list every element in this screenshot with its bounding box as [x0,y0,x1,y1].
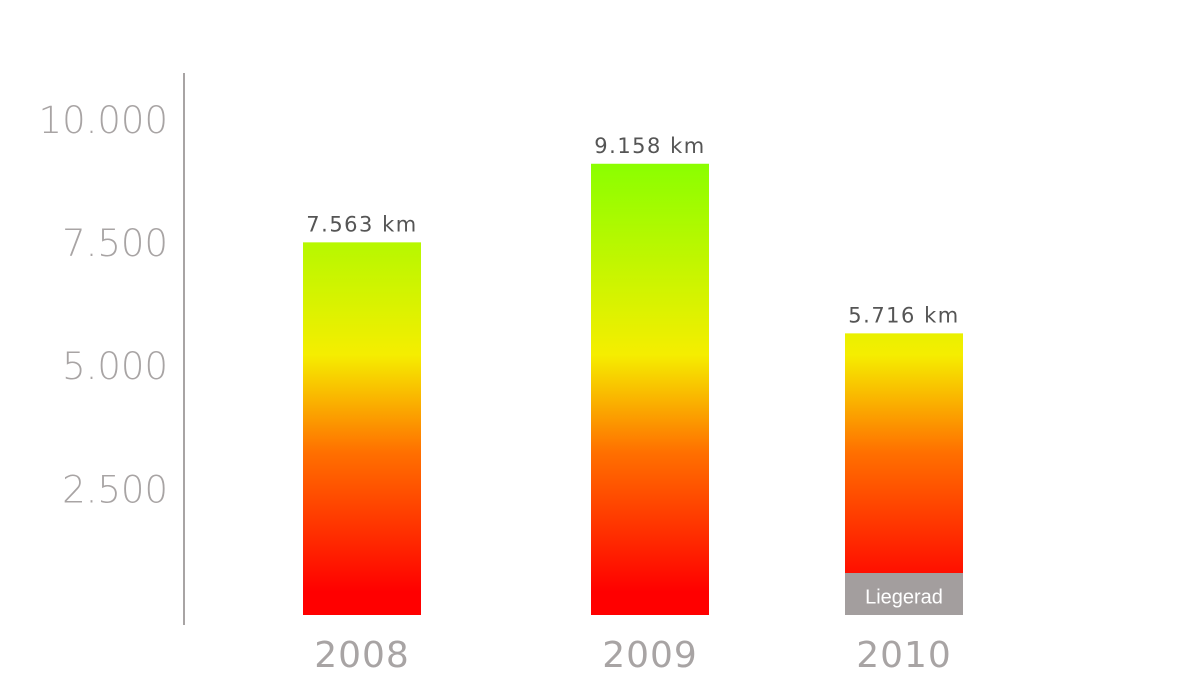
y-tick-label: 2.500 [62,468,168,511]
y-tick-label: 5.000 [62,345,168,388]
annotation: Liegerad [865,586,943,608]
x-tick-label: 2009 [602,635,698,676]
value-label: 9.158 km [594,134,705,158]
annotation-box [845,573,963,615]
value-label: 7.563 km [306,212,417,236]
y-tick-label: 7.500 [62,222,168,265]
bar [303,242,421,616]
bar [845,333,963,615]
x-tick-label: 2010 [856,635,952,676]
bar [591,163,709,615]
y-tick-label: 10.000 [39,99,168,142]
value-label: 5.716 km [848,303,959,327]
x-tick-label: 2008 [314,635,410,676]
